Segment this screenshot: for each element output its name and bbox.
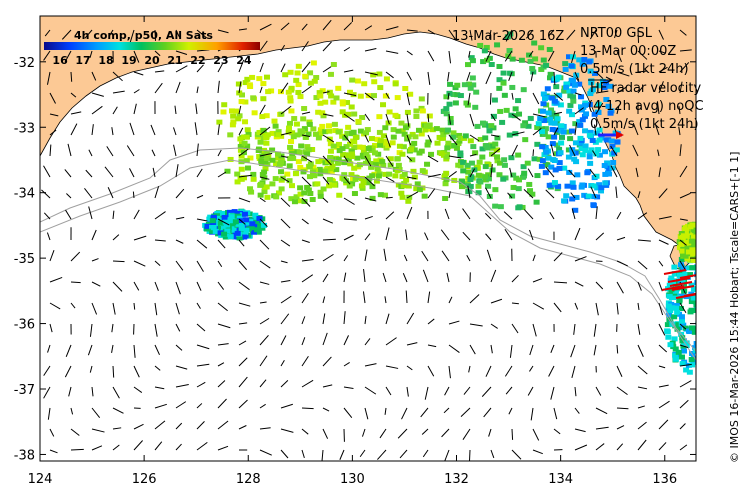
y-tick-label: -38 [14,448,35,463]
legend-title: 4h comp, p50, All Sats [74,29,213,42]
x-tick-label: 128 [236,472,261,487]
legend-tick-label: 24 [236,54,252,67]
plot-frame [39,15,697,462]
y-axis: -32 -33 -34 -35 -36 -37 -38 [14,56,696,463]
hf-scale-label: 0.5m/s (1kt 24h) [590,117,699,132]
sst-legend: 4h comp, p50, All Sats 16 17 18 19 20 21 22 23 2… [44,29,260,67]
legend-tick-label: 22 [190,54,205,67]
y-tick-label: -35 [14,252,35,267]
legend-tick-label: 18 [98,54,113,67]
legend-tick-label: 21 [167,54,182,67]
x-tick-label: 124 [28,472,53,487]
vector-scale-arrowhead [605,76,614,84]
hf-title: HF radar velocity [590,81,702,96]
legend-tick-label: 23 [213,54,228,67]
legend-tick-label: 19 [121,54,136,67]
x-tick-label: 126 [132,472,157,487]
y-tick-label: -32 [14,56,35,71]
isobath-inner [40,147,696,353]
y-tick-label: -36 [14,318,35,333]
hf-scale-arrowhead [616,131,624,139]
current-vectors [41,19,692,461]
nrt-label: NRT00 GSL [580,26,653,41]
x-axis: 124 126 128 130 132 134 136 [28,16,677,487]
legend-ticks: 16 17 18 19 20 21 22 23 24 [52,54,251,67]
land-mass [40,16,696,251]
credit-text: © IMOS 16-Mar-2026 15:44 Hobart; Tscale=… [728,152,741,463]
vector-scale-label: 0.5m/s (1kt 24h) [580,62,689,77]
legend-tick-label: 20 [144,54,160,67]
x-tick-label: 132 [444,472,469,487]
hf-radar-vectors [661,269,696,299]
legend-colorbar [44,42,260,50]
hf-sub: (4-12h avg) noQC [588,99,704,114]
map-date: 13-Mar-2026 16Z [452,29,564,44]
legend-tick-label: 16 [52,54,68,67]
x-tick-label: 130 [340,472,365,487]
x-tick-label: 134 [548,472,573,487]
legend-tick-label: 17 [75,54,90,67]
y-tick-label: -37 [14,383,35,398]
y-tick-label: -34 [14,187,35,202]
nrt-date: 13-Mar 00:00Z [580,44,676,59]
x-tick-label: 136 [652,472,677,487]
y-tick-label: -33 [14,121,35,136]
